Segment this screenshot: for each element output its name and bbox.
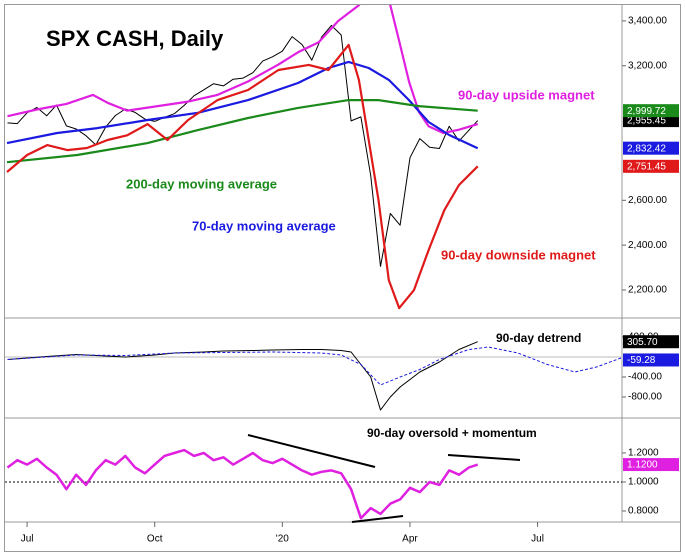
readout-label: 305.70 — [627, 337, 658, 348]
series-line — [6, 99, 478, 164]
y-tick-label: 1.2000 — [628, 448, 659, 459]
x-tick-label: Apr — [402, 534, 418, 545]
annotation: 90-day detrend — [496, 331, 581, 345]
trend-line — [247, 434, 376, 468]
readout-box — [623, 335, 679, 349]
annotation: 90-day oversold + momentum — [367, 426, 537, 440]
annotation: 200-day moving average — [126, 176, 277, 191]
y-tick-label: -800.00 — [628, 392, 662, 403]
trend-line — [447, 454, 521, 461]
readout-label: 2,955.45 — [627, 116, 666, 127]
readout-box — [623, 159, 679, 173]
series-line — [6, 43, 479, 310]
series-line — [6, 60, 479, 150]
annotation: 90-day downside magnet — [441, 247, 596, 262]
series-line — [7, 346, 622, 386]
series-line — [7, 5, 479, 135]
x-tick-label: Oct — [147, 534, 163, 545]
readout-label: 1.1200 — [627, 460, 658, 471]
y-tick-label: 1.0000 — [628, 477, 659, 488]
series-line — [6, 448, 479, 520]
series-line — [7, 24, 479, 267]
panel — [5, 341, 622, 411]
series-line — [7, 341, 478, 411]
annotation: 70-day moving average — [192, 218, 336, 233]
x-tick-label: Jul — [21, 534, 34, 545]
y-tick-label: 2,600.00 — [628, 195, 667, 206]
readout-label: 2,832.42 — [627, 143, 666, 154]
frame — [4, 4, 681, 552]
y-tick-label: 2,400.00 — [628, 240, 667, 251]
readout-label: 2,999.72 — [627, 106, 666, 117]
trend-line — [351, 515, 404, 523]
annotation: 90-day upside magnet — [458, 87, 595, 102]
x-tick-label: Jul — [531, 534, 544, 545]
y-tick-label: 3,400.00 — [628, 16, 667, 27]
y-tick-label: 2,200.00 — [628, 285, 667, 296]
readout-box — [623, 104, 679, 118]
readout-box — [623, 458, 679, 472]
y-tick-label: 0.8000 — [628, 506, 659, 517]
readout-box — [623, 353, 679, 367]
y-tick-label: -400.00 — [628, 372, 662, 383]
readout-box — [623, 114, 679, 128]
panel — [6, 5, 479, 310]
readout-label: -59.28 — [627, 355, 656, 366]
y-tick-label: 3,200.00 — [628, 60, 667, 71]
marks: 2,200.00 2,400.00 2,600.00 3,200.00 3,400.00… — [5, 5, 679, 545]
readout-label: 2,751.45 — [627, 161, 666, 172]
x-tick-label: '20 — [276, 534, 289, 545]
chart-title: SPX CASH, Daily — [46, 26, 224, 51]
readout-box — [623, 141, 679, 155]
panel — [5, 448, 622, 520]
